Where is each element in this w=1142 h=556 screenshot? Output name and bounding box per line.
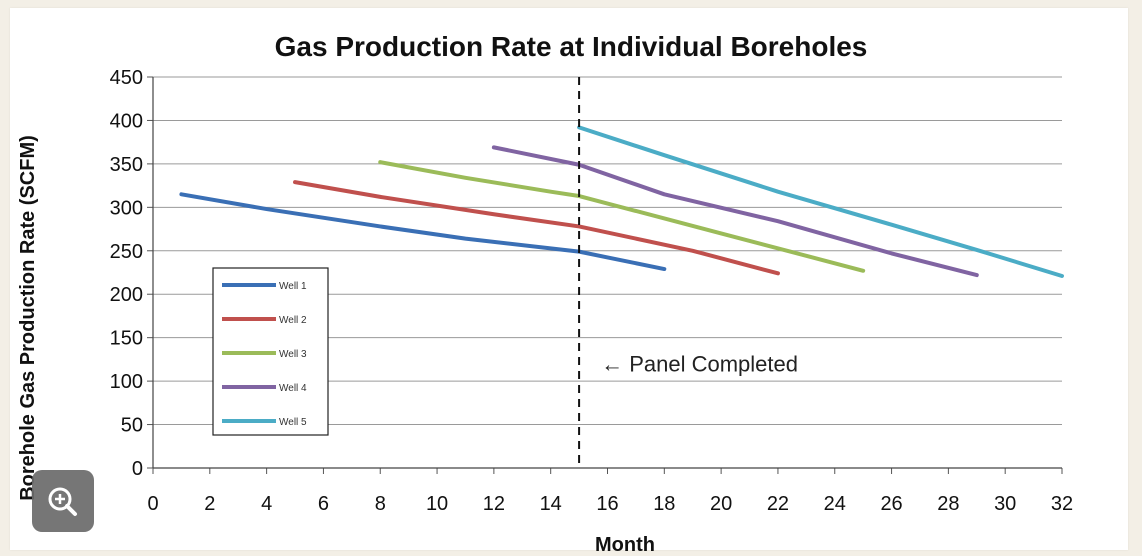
y-tick-label: 150: [110, 328, 143, 350]
x-tick-label: 12: [483, 493, 505, 515]
y-tick-label: 250: [110, 241, 143, 263]
y-tick-label: 100: [110, 371, 143, 393]
legend-label-well-3: Well 3: [279, 349, 307, 360]
x-tick-label: 2: [204, 493, 215, 515]
zoom-in-icon: [48, 487, 77, 516]
y-axis-label: Borehole Gas Production Rate (SCFM): [17, 135, 39, 501]
y-tick-label: 0: [132, 458, 143, 480]
marker-layer: ← Panel Completed: [578, 77, 798, 468]
series-line-well-1: [179, 192, 667, 272]
y-tick-label: 350: [110, 154, 143, 176]
x-tick-label: 24: [824, 493, 846, 515]
y-tick-label: 50: [121, 415, 143, 437]
legend-label-well-4: Well 4: [279, 383, 307, 394]
x-tick-label: 30: [994, 493, 1016, 515]
x-tick-label: 8: [375, 493, 386, 515]
panel-completed-annotation: ← Panel Completed: [601, 352, 798, 377]
y-tick-label: 400: [110, 110, 143, 132]
series-line-well-5: [577, 125, 1064, 278]
zoom-button[interactable]: [32, 470, 94, 532]
x-tick-label: 0: [147, 493, 158, 515]
x-tick-label: 22: [767, 493, 789, 515]
x-tick-label: 10: [426, 493, 448, 515]
x-tick-label: 14: [540, 493, 562, 515]
chart-panel: [10, 8, 1128, 550]
legend: Well 1 Well 2 Well 3 Well 4 Well 5: [212, 267, 329, 436]
x-axis-label: Month: [595, 534, 655, 556]
series-line-well-3: [378, 160, 866, 273]
y-tick-label: 450: [110, 67, 143, 89]
x-tick-label: 16: [596, 493, 618, 515]
series-line-well-2: [293, 180, 780, 276]
y-tick-label: 300: [110, 197, 143, 219]
x-tick-label: 6: [318, 493, 329, 515]
series-line-well-4: [491, 145, 979, 278]
x-tick-label: 4: [261, 493, 272, 515]
x-tick-label: 18: [653, 493, 675, 515]
legend-label-well-5: Well 5: [279, 417, 307, 428]
x-tick-label: 20: [710, 493, 732, 515]
x-tick-label: 32: [1051, 493, 1073, 515]
legend-label-well-1: Well 1: [279, 281, 307, 292]
legend-label-well-2: Well 2: [279, 315, 307, 326]
y-tick-label: 200: [110, 284, 143, 306]
x-tick-label: 26: [880, 493, 902, 515]
x-tick-label: 28: [937, 493, 959, 515]
series-layer: [179, 125, 1064, 278]
chart-title: Gas Production Rate at Individual Boreho…: [275, 31, 868, 62]
